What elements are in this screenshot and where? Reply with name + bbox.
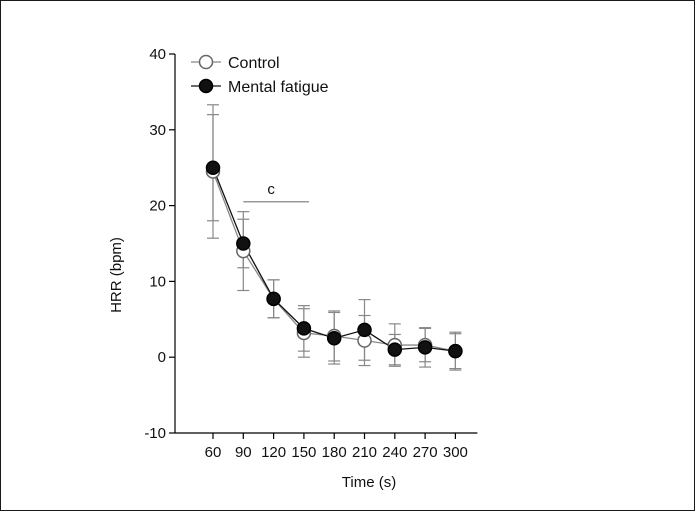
x-tick-label: 90 <box>235 444 252 461</box>
y-tick-label: 30 <box>149 122 166 139</box>
y-tick-label: -10 <box>144 425 166 442</box>
x-tick-label: 240 <box>382 444 407 461</box>
x-tick-label: 180 <box>322 444 347 461</box>
x-tick-label: 120 <box>261 444 286 461</box>
mental-fatigue-point <box>236 236 251 251</box>
mental-fatigue-point <box>266 291 281 307</box>
legend-label: Control <box>228 55 280 72</box>
x-axis-label: Time (s) <box>342 474 396 491</box>
series-points <box>205 160 463 359</box>
legend-label: Mental fatigue <box>228 79 329 96</box>
mental-fatigue-point <box>417 340 433 355</box>
y-tick-label: 0 <box>158 349 166 366</box>
x-tick-label: 300 <box>443 444 468 461</box>
mental-fatigue-point <box>357 322 372 338</box>
axes: -10 0 10 20 30 40 60 90 120 150 180 210 240 270 300 <box>144 46 478 461</box>
y-tick-label: 40 <box>149 46 166 63</box>
mental-fatigue-point <box>448 343 463 359</box>
legend-marker <box>198 78 214 94</box>
legend-item-control: Control <box>191 54 280 72</box>
x-tick-label: 210 <box>352 444 377 461</box>
y-tick-label: 20 <box>149 198 166 215</box>
x-tick-label: 150 <box>291 444 316 461</box>
x-tick-label: 270 <box>413 444 438 461</box>
mental-fatigue-point <box>387 342 403 357</box>
legend: Control Mental fatigue <box>191 54 329 96</box>
mental-fatigue-point <box>205 160 221 175</box>
annotations: c <box>243 181 309 203</box>
mental-fatigue-point <box>326 331 342 346</box>
x-tick-label: 60 <box>205 444 222 461</box>
y-tick-label: 10 <box>149 273 166 290</box>
legend-marker <box>198 54 214 70</box>
legend-item-mental-fatigue: Mental fatigue <box>191 78 329 96</box>
significance-label: c <box>267 181 275 198</box>
y-axis-label: HRR (bpm) <box>108 237 125 313</box>
mental-fatigue-point <box>296 321 312 336</box>
